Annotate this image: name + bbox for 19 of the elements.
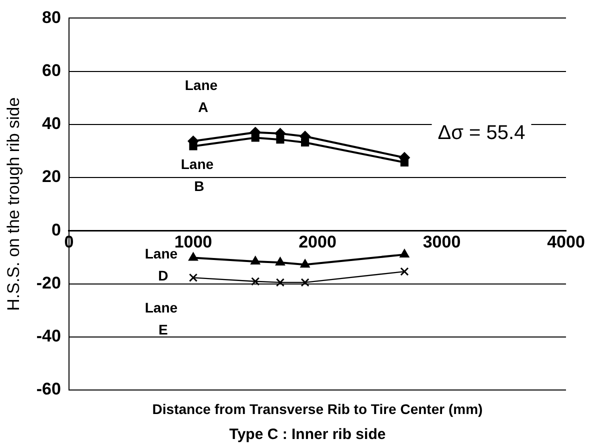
y-tick-label: 20 bbox=[42, 167, 61, 186]
text: Type C : Inner rib side bbox=[229, 426, 386, 444]
y-tick-label: -20 bbox=[36, 273, 61, 292]
x-tick-label: 1000 bbox=[174, 232, 212, 252]
annotation: Δσ = 55.4 bbox=[438, 122, 526, 144]
x-tick-label: 2000 bbox=[298, 232, 336, 252]
series-label: Lane E bbox=[144, 300, 178, 338]
y-tick-label: 0 bbox=[52, 220, 61, 240]
x-axis-title: Distance from Transverse Rib to Tire Center (mm) bbox=[152, 400, 483, 417]
y-tick-label: -60 bbox=[36, 380, 61, 399]
y-tick-label: -40 bbox=[36, 326, 61, 346]
series-label: Lane B bbox=[180, 156, 214, 194]
y-tick-label: 40 bbox=[42, 114, 61, 134]
x-tick-label: 3000 bbox=[422, 232, 461, 252]
y-axis-title: H.S.S. on the trough rib side bbox=[4, 97, 23, 311]
series-label: Lane A bbox=[184, 77, 218, 116]
y-tick-label: 80 bbox=[42, 8, 61, 27]
y-tick-label: 60 bbox=[42, 61, 61, 80]
x-tick-label: 4000 bbox=[547, 232, 585, 252]
